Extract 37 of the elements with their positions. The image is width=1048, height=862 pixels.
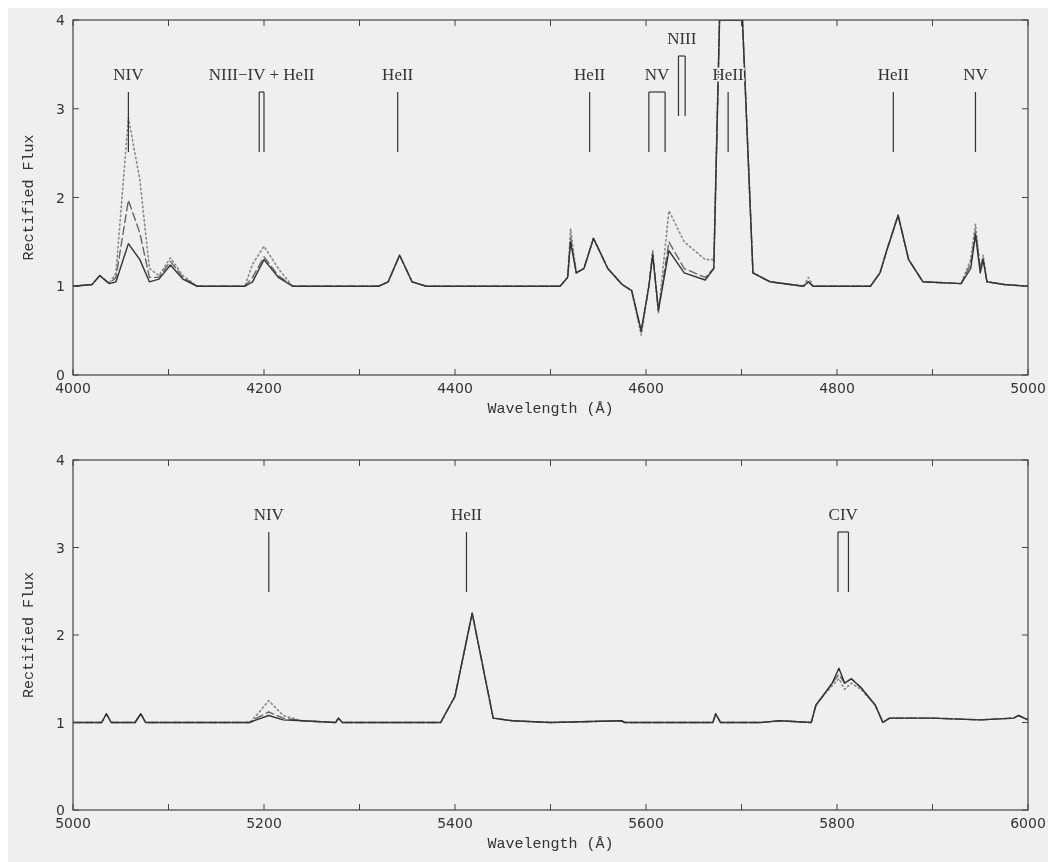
y-tick-label: 0 [56, 367, 65, 383]
ref-line-label: HeII [877, 65, 910, 84]
y-tick-label: 2 [56, 189, 65, 206]
x-tick-label: 5600 [628, 815, 664, 831]
y-axis-title: Rectified Flux [21, 134, 38, 261]
x-tick-label: 5000 [55, 815, 91, 831]
x-tick-label: 4600 [628, 380, 664, 396]
y-tick-label: 2 [56, 627, 65, 643]
x-tick-label: 5000 [1010, 380, 1046, 396]
x-tick-label: 5200 [246, 815, 282, 831]
x-tick-label: 5400 [437, 815, 473, 831]
x-axis-title: Wavelength (Å) [487, 401, 614, 418]
y-tick-label: 0 [56, 802, 65, 818]
ref-line-label: NV [963, 65, 989, 84]
x-tick-label: 4400 [437, 380, 473, 396]
x-tick-label: 5800 [819, 815, 855, 831]
ref-line-label: HeII [574, 65, 606, 84]
ref-line-label: CIV [828, 505, 859, 524]
ref-line-label: HeII [382, 65, 414, 84]
y-tick-label: 3 [56, 539, 65, 556]
x-tick-label: 4800 [819, 380, 855, 396]
ref-line-label: NIII [667, 29, 697, 48]
y-tick-label: 4 [56, 12, 66, 28]
y-tick-label: 4 [56, 452, 66, 468]
x-tick-label: 4200 [246, 380, 282, 396]
y-tick-label: 1 [56, 278, 65, 295]
x-tick-label: 6000 [1010, 815, 1046, 831]
y-tick-label: 1 [56, 714, 65, 731]
y-axis-title: Rectified Flux [21, 571, 38, 699]
ref-line-label: NIV [253, 505, 285, 524]
x-axis-title: Wavelength (Å) [487, 836, 614, 853]
x-tick-label: 4000 [55, 380, 91, 396]
ref-line-label: NV [644, 65, 670, 84]
y-tick-label: 3 [56, 100, 65, 117]
ref-line-label: NIV [113, 65, 145, 84]
ref-line-label: HeII [450, 505, 483, 524]
ref-line-label: NIII−IV + HeII [208, 65, 315, 84]
